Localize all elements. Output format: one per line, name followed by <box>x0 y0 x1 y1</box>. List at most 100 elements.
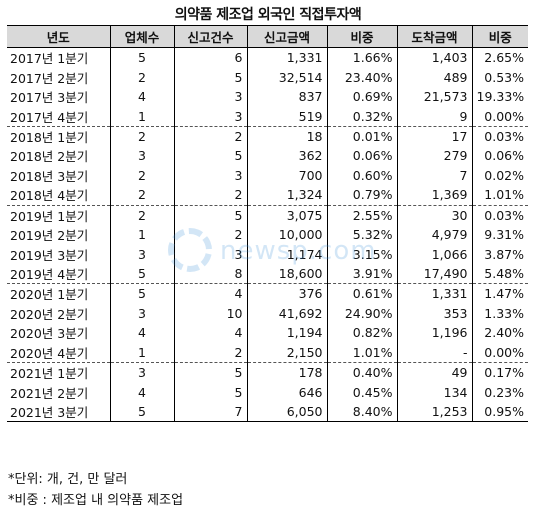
row-reports: 5 <box>174 362 248 383</box>
row-reports: 4 <box>174 323 248 343</box>
table-row: 2018년 4분기 2 2 1,324 0.79% 1,369 1.01% <box>7 185 528 206</box>
row-arrived-share: 19.33% <box>476 89 525 105</box>
row-arrived-amount: 4,979 <box>397 224 473 245</box>
row-arrived-amount: 1,066 <box>397 244 473 264</box>
row-period: 2019년 2분기 <box>7 224 111 245</box>
table-row: 2020년 4분기 1 2 2,150 1.01% -0.00% <box>7 342 528 363</box>
header-reported-share: 비중 <box>327 25 398 48</box>
row-arrived-share: 0.17% <box>484 365 524 381</box>
row-arrived-share: 0.06% <box>484 148 524 164</box>
row-reported-share: 5.32% <box>327 224 398 245</box>
row-companies: 5 <box>110 263 175 285</box>
row-reported-share: 24.90% <box>327 303 398 324</box>
row-reports: 8 <box>174 263 248 285</box>
row-companies: 3 <box>110 244 175 264</box>
table-row: 2017년 4분기 1 3 519 0.32% 9 0.00% <box>7 106 528 127</box>
row-arrived-share: 0.03% <box>484 128 524 144</box>
row-arrived-share: 0.03% <box>484 207 524 223</box>
row-period: 2020년 1분기 <box>7 283 111 304</box>
row-period: 2020년 2분기 <box>7 303 111 324</box>
row-companies: 1 <box>110 342 175 363</box>
row-companies: 2 <box>110 205 175 225</box>
row-companies: 5 <box>110 47 175 68</box>
row-reported-amount: 6,050 <box>247 401 328 423</box>
row-period: 2018년 1분기 <box>7 126 111 147</box>
row-period: 2019년 1분기 <box>7 205 111 225</box>
row-reported-amount: 18 <box>247 126 328 147</box>
row-reports: 2 <box>174 224 248 245</box>
row-reported-amount: 1,194 <box>247 323 328 343</box>
row-reported-amount: 519 <box>247 106 328 127</box>
row-arrived-share: 1.47% <box>484 286 524 302</box>
row-arrived-share: 0.53% <box>484 69 524 85</box>
row-reports: 5 <box>174 146 248 166</box>
row-companies: 2 <box>110 126 175 147</box>
table-row: 2019년 4분기 5 8 18,600 3.91% 17,490 5.48% <box>7 263 528 285</box>
row-reported-share: 1.01% <box>327 342 398 363</box>
row-reports: 5 <box>174 205 248 225</box>
row-reports: 3 <box>174 244 248 264</box>
row-arrived-amount: 1,331 <box>397 283 473 304</box>
row-companies: 4 <box>110 323 175 343</box>
row-arrived-amount: 1,196 <box>397 323 473 343</box>
table-row: 2019년 1분기 2 5 3,075 2.55% 30 0.03% <box>7 205 528 225</box>
row-reported-share: 1.66% <box>327 47 398 68</box>
row-arrived-amount: 9 <box>397 106 473 127</box>
row-period: 2017년 2분기 <box>7 67 111 87</box>
row-arrived-amount: 1,369 <box>397 185 473 206</box>
table-row: 2018년 3분기 2 3 700 0.60% 7 0.02% <box>7 165 528 186</box>
table-row: 2021년 2분기 4 5 646 0.45% 134 0.23% <box>7 382 528 402</box>
row-companies: 3 <box>110 303 175 324</box>
investment-table: 년도 업체수 신고건수 신고금액 비중 도착금액 비중 2017년 1분기 5 6 1… <box>7 25 528 423</box>
row-companies: 1 <box>110 224 175 245</box>
row-reports: 10 <box>174 303 248 324</box>
header-row: 년도 업체수 신고건수 신고금액 비중 도착금액 비중 <box>7 25 528 48</box>
row-reported-share: 0.60% <box>327 165 398 186</box>
table-row: 2019년 2분기 1 2 10,000 5.32% 4,979 9.31% <box>7 224 528 245</box>
row-reported-share: 3.91% <box>327 263 398 285</box>
row-reported-share: 8.40% <box>327 401 398 423</box>
row-arrived-amount: 17 <box>397 126 473 147</box>
row-reported-amount: 376 <box>247 283 328 304</box>
row-reports: 5 <box>174 67 248 87</box>
row-reported-amount: 18,600 <box>247 263 328 285</box>
row-period: 2018년 2분기 <box>7 146 111 166</box>
row-reported-share: 0.40% <box>327 362 398 383</box>
row-arrived-share: 2.40% <box>484 325 524 341</box>
row-period: 2018년 3분기 <box>7 165 111 186</box>
row-reports: 6 <box>174 47 248 68</box>
row-reported-amount: 646 <box>247 382 328 402</box>
row-companies: 3 <box>110 362 175 383</box>
row-period: 2019년 3분기 <box>7 244 111 264</box>
table-title: 의약품 제조업 외국인 직접투자액 <box>174 7 362 23</box>
row-arrived-share: 1.33% <box>484 305 524 321</box>
row-reported-amount: 10,000 <box>247 224 328 245</box>
row-reported-amount: 3,075 <box>247 205 328 225</box>
header-arrived-share: 비중 <box>472 25 528 48</box>
row-arrived-amount: 7 <box>397 165 473 186</box>
row-arrived-amount: 21,573 <box>397 86 473 107</box>
row-reported-share: 0.61% <box>327 283 398 304</box>
row-reports: 4 <box>174 283 248 304</box>
row-reported-amount: 837 <box>247 86 328 107</box>
row-arrived-share: 5.48% <box>472 263 528 285</box>
header-year: 년도 <box>7 25 111 48</box>
row-reports: 2 <box>174 185 248 206</box>
table-row: 2020년 2분기 3 10 41,692 24.90% 353 1.33% <box>7 303 528 324</box>
table-row: 2019년 3분기 3 3 1,174 3.15% 1,066 3.87% <box>7 244 528 264</box>
row-period: 2021년 2분기 <box>7 382 111 402</box>
row-reports: 3 <box>174 165 248 186</box>
row-companies: 3 <box>110 146 175 166</box>
row-reported-amount: 2,150 <box>247 342 328 363</box>
row-arrived-share: 9.31% <box>484 227 524 243</box>
row-reported-share: 0.01% <box>327 126 398 147</box>
row-reports: 7 <box>174 401 248 423</box>
row-reported-amount: 700 <box>247 165 328 186</box>
table-row: 2017년 2분기 2 5 32,514 23.40% 489 0.53% <box>7 67 528 87</box>
table-row: 2018년 2분기 3 5 362 0.06% 279 0.06% <box>7 146 528 166</box>
row-period: 2017년 1분기 <box>7 47 111 68</box>
row-period: 2020년 4분기 <box>7 342 111 363</box>
table-row: 2020년 1분기 5 4 376 0.61% 1,331 1.47% <box>7 283 528 304</box>
row-companies: 2 <box>110 67 175 87</box>
row-reported-share: 0.82% <box>327 323 398 343</box>
